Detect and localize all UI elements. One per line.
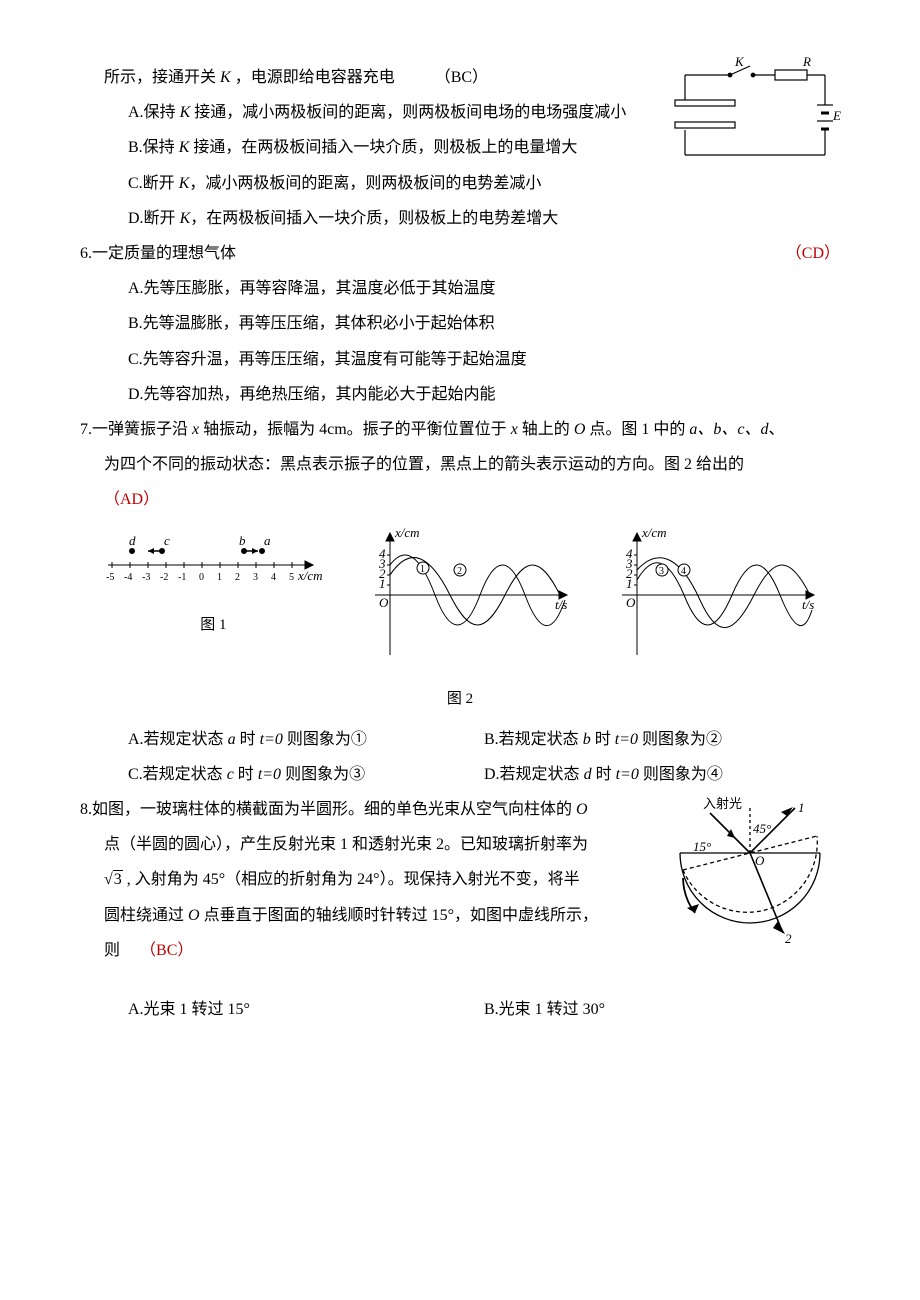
sqrt3: 3 bbox=[104, 862, 123, 897]
svg-text:d: d bbox=[129, 533, 136, 548]
q6-optC: C.先等容升温，再等压压缩，其温度有可能等于起始温度 bbox=[128, 342, 840, 377]
svg-text:a: a bbox=[264, 533, 271, 548]
svg-text:3: 3 bbox=[253, 572, 258, 583]
svg-text:1: 1 bbox=[217, 572, 222, 583]
svg-text:-4: -4 bbox=[124, 572, 132, 583]
svg-text:t/s: t/s bbox=[555, 597, 567, 612]
svg-text:x/cm: x/cm bbox=[641, 525, 667, 540]
svg-text:x/cm: x/cm bbox=[297, 568, 323, 583]
q5-optC: C.断开 K，减小两极板间的距离，则两极板间的电势差减小 bbox=[128, 166, 840, 201]
q5: K R E 所示，接通开关 K ，电源即给电容器充电 （BC） A.保持 K 接… bbox=[80, 60, 840, 236]
svg-text:O: O bbox=[755, 853, 765, 868]
q7-fig2-caption: 图 2 bbox=[80, 683, 840, 716]
q5-answer: （BC） bbox=[435, 69, 488, 86]
q7-optC: C.若规定状态 c 时 t=0 则图象为③ bbox=[128, 757, 484, 792]
q7-optB: B.若规定状态 b 时 t=0 则图象为② bbox=[484, 722, 840, 757]
q6-optD: D.先等容加热，再绝热压缩，其内能必大于起始内能 bbox=[128, 377, 840, 412]
svg-text:0: 0 bbox=[199, 572, 204, 583]
q5-K: K bbox=[220, 69, 231, 86]
svg-text:1: 1 bbox=[798, 800, 805, 815]
circuit-label-E: E bbox=[832, 108, 841, 123]
svg-text:t/s: t/s bbox=[802, 597, 814, 612]
q8-figure: 入射光 1 2 O 45° 15° bbox=[665, 798, 840, 968]
q7-answer: （AD） bbox=[104, 491, 159, 508]
q6-answer: （CD） bbox=[786, 236, 840, 271]
svg-text:O: O bbox=[379, 595, 389, 610]
svg-text:-1: -1 bbox=[178, 572, 186, 583]
q6: 6.一定质量的理想气体 （CD） A.先等压膨胀，再等容降温，其温度必低于其始温… bbox=[80, 236, 840, 412]
svg-text:O: O bbox=[626, 595, 636, 610]
svg-text:4: 4 bbox=[271, 572, 276, 583]
svg-text:5: 5 bbox=[289, 572, 294, 583]
q6-optB: B.先等温膨胀，再等压压缩，其体积必小于起始体积 bbox=[128, 306, 840, 341]
svg-text:2: 2 bbox=[457, 566, 462, 577]
svg-text:入射光: 入射光 bbox=[703, 796, 742, 811]
svg-text:2: 2 bbox=[785, 931, 792, 946]
svg-text:-5: -5 bbox=[106, 572, 114, 583]
q7-optA: A.若规定状态 a 时 t=0 则图象为① bbox=[128, 722, 484, 757]
q8-optA: A.光束 1 转过 15° bbox=[128, 992, 484, 1027]
svg-text:-2: -2 bbox=[160, 572, 168, 583]
q6-optA: A.先等压膨胀，再等容降温，其温度必低于其始温度 bbox=[128, 271, 840, 306]
q7-fig2-left: 1 2 x/cm t/s O 1234 bbox=[365, 525, 575, 678]
circuit-label-R: R bbox=[802, 54, 811, 69]
q5-stem-1: 所示，接通开关 bbox=[104, 69, 216, 86]
q5-optD: D.断开 K，在两极板间插入一块介质，则极板上的电势差增大 bbox=[128, 201, 840, 236]
q7-optD: D.若规定状态 d 时 t=0 则图象为④ bbox=[484, 757, 840, 792]
q8: 入射光 1 2 O 45° 15° 8.如图，一玻璃柱体的横截面为半圆形。细的单… bbox=[80, 792, 840, 1027]
q7-num: 7. bbox=[80, 421, 92, 438]
svg-text:x/cm: x/cm bbox=[394, 525, 420, 540]
q8-num: 8. bbox=[80, 801, 92, 818]
q7: 7.一弹簧振子沿 x 轴振动，振幅为 4cm。振子的平衡位置位于 x 轴上的 O… bbox=[80, 412, 840, 792]
q8-optB: B.光束 1 转过 30° bbox=[484, 992, 840, 1027]
svg-text:b: b bbox=[239, 533, 246, 548]
svg-text:4: 4 bbox=[379, 546, 386, 561]
svg-text:1: 1 bbox=[420, 564, 425, 575]
q7-fig1: -5 -4 -3 -2 -1 0 1 2 3 4 5 d c b a x/cm bbox=[98, 525, 328, 641]
svg-text:4: 4 bbox=[626, 546, 633, 561]
svg-text:4: 4 bbox=[681, 566, 686, 577]
q7-fig2-right: 3 4 x/cm t/s O 1234 bbox=[612, 525, 822, 678]
svg-text:15°: 15° bbox=[693, 839, 711, 854]
q5-stem-1b: ，电源即给电容器充电 bbox=[235, 69, 395, 86]
q8-answer: （BC） bbox=[140, 942, 193, 959]
svg-text:45°: 45° bbox=[753, 821, 771, 836]
circuit-label-K: K bbox=[734, 54, 745, 69]
q6-stem: 一定质量的理想气体 bbox=[92, 245, 236, 262]
svg-text:c: c bbox=[164, 533, 170, 548]
svg-text:2: 2 bbox=[235, 572, 240, 583]
svg-text:3: 3 bbox=[659, 566, 664, 577]
svg-text:-3: -3 bbox=[142, 572, 150, 583]
q5-circuit-figure: K R E bbox=[675, 60, 840, 170]
q6-num: 6. bbox=[80, 245, 92, 262]
